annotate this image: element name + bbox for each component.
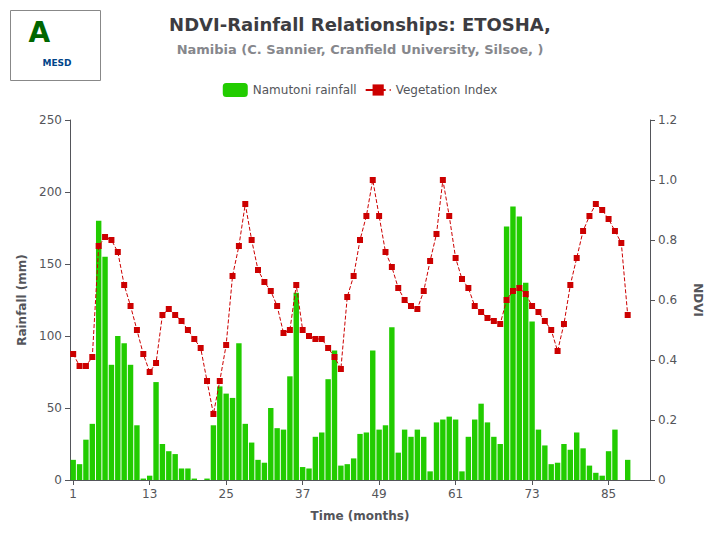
svg-text:0.2: 0.2: [658, 413, 677, 427]
svg-text:200: 200: [39, 185, 62, 199]
svg-text:Namibia (C. Sannier, Cranfield: Namibia (C. Sannier, Cranfield Universit…: [177, 42, 544, 57]
svg-text:61: 61: [448, 487, 463, 501]
svg-text:73: 73: [524, 487, 539, 501]
svg-text:100: 100: [39, 329, 62, 343]
svg-text:1: 1: [69, 487, 77, 501]
svg-text:1.0: 1.0: [658, 173, 677, 187]
svg-text:0.6: 0.6: [658, 293, 677, 307]
svg-text:37: 37: [295, 487, 310, 501]
svg-text:NDVI: NDVI: [691, 283, 705, 317]
svg-text:13: 13: [142, 487, 157, 501]
svg-text:50: 50: [47, 401, 62, 415]
svg-text:Rainfall (mm): Rainfall (mm): [15, 254, 29, 346]
svg-text:25: 25: [219, 487, 234, 501]
svg-text:0: 0: [658, 473, 666, 487]
svg-text:A: A: [29, 16, 51, 49]
svg-text:Namutoni rainfall: Namutoni rainfall: [253, 83, 357, 97]
svg-text:NDVI-Rainfall Relationships: E: NDVI-Rainfall Relationships: ETOSHA,: [169, 14, 551, 35]
svg-text:MESD: MESD: [43, 58, 72, 68]
svg-text:Vegetation Index: Vegetation Index: [396, 83, 498, 97]
svg-text:Time (months): Time (months): [311, 509, 410, 523]
svg-text:85: 85: [601, 487, 616, 501]
svg-text:0: 0: [54, 473, 62, 487]
svg-text:49: 49: [371, 487, 386, 501]
svg-text:150: 150: [39, 257, 62, 271]
svg-text:0.4: 0.4: [658, 353, 677, 367]
svg-text:0.8: 0.8: [658, 233, 677, 247]
svg-text:1.2: 1.2: [658, 113, 677, 127]
svg-text:250: 250: [39, 113, 62, 127]
